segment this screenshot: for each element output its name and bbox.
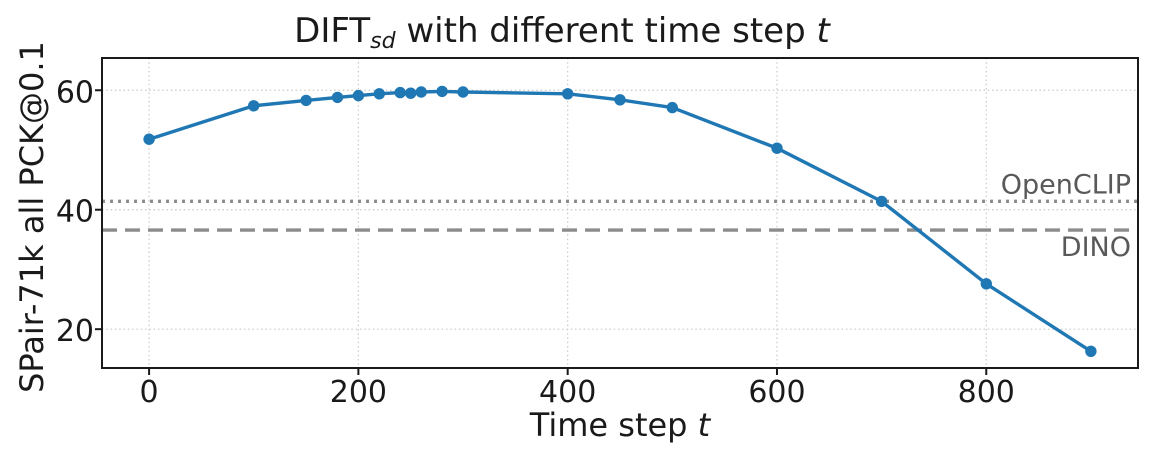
data-point [436,85,448,98]
data-point [394,86,406,99]
data-point [373,88,385,100]
chart-layer: OpenCLIP DINO 0 200 400 600 800 20 40 60 [56,57,1139,410]
title-subscript: sd [370,29,396,54]
data-point [666,101,678,114]
data-point [457,86,469,98]
series-line [147,89,1093,353]
title-prefix: DIFT [294,11,370,51]
x-tick-label: 600 [748,375,805,410]
x-tick-label: 800 [958,375,1015,410]
data-point [415,86,427,98]
data-point [614,94,626,106]
chart-title: DIFTsd with different time step t [294,11,831,54]
x-axis-label: Time step t [529,406,712,444]
x-tick-label: 0 [140,375,159,410]
y-tick-label: 40 [56,195,94,230]
reference-label-dino: DINO [1061,232,1131,263]
data-point [562,88,574,100]
data-point [300,94,312,107]
data-point [248,100,260,112]
x-tick-label: 200 [330,375,387,410]
x-axis-label-text: Time step [529,406,698,444]
title-middle: with different time step [396,11,817,51]
reference-label-openclip: OpenCLIP [1001,169,1131,200]
data-point [352,89,365,102]
y-tick-label: 60 [56,75,94,110]
data-point [1085,345,1097,357]
y-axis-label: SPair-71k all PCK@0.1 [13,41,51,393]
title-variable: t [816,11,831,51]
data-point [143,133,155,145]
data-point [875,195,888,208]
data-point [771,142,783,154]
y-tick-label: 20 [56,314,94,349]
data-point [980,278,992,290]
x-axis-label-variable: t [698,406,712,444]
plot-border [101,57,1139,369]
data-point [405,87,417,99]
data-point [331,91,344,104]
x-tick-label: 400 [539,375,596,410]
